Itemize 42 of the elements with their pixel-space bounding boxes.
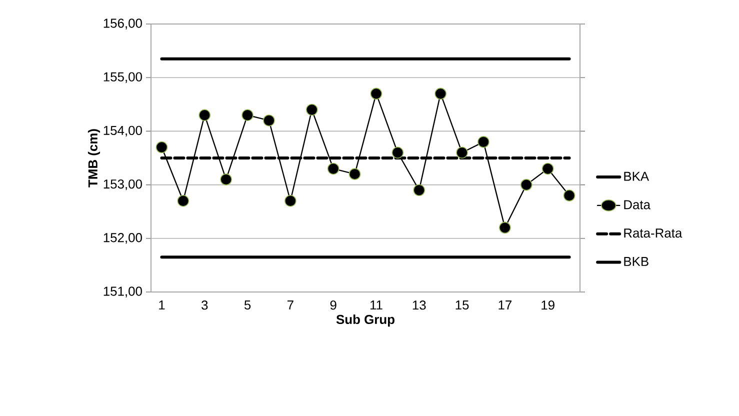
- x-tick-label: 17: [498, 300, 512, 310]
- point: [520, 178, 532, 191]
- legend-label: BKB: [624, 257, 648, 266]
- x-tick-label: 19: [542, 300, 554, 310]
- x-tick-label: 13: [412, 300, 426, 310]
- point: [177, 194, 190, 207]
- x-tick-label: 15: [456, 300, 469, 310]
- point: [242, 109, 254, 122]
- x-axis-title: Sub Grup: [336, 314, 394, 327]
- x-tick-label: 5: [244, 300, 251, 310]
- y-tick-label: 156,00: [104, 18, 142, 30]
- x-tick-label: 1: [159, 300, 165, 310]
- point: [456, 146, 468, 159]
- y-tick-label: 154,00: [104, 126, 142, 137]
- point: [156, 141, 168, 154]
- point: [198, 109, 211, 122]
- x-tick-label: 3: [202, 300, 208, 310]
- point: [284, 194, 296, 207]
- legend-label: BKA: [624, 172, 650, 181]
- x-tick-label: 7: [287, 300, 294, 310]
- point: [563, 190, 576, 202]
- point: [348, 168, 361, 180]
- point: [220, 174, 232, 186]
- y-tick-label: 153,00: [104, 179, 142, 190]
- x-tick-label: 11: [370, 300, 382, 310]
- point: [306, 104, 318, 116]
- point: [392, 146, 404, 159]
- point: [370, 88, 382, 100]
- y-tick-label: 151,00: [104, 286, 142, 298]
- legend-label: Rata-Rata: [624, 228, 682, 238]
- point: [478, 136, 490, 148]
- point: [434, 88, 446, 100]
- point: [327, 162, 340, 175]
- point: [413, 184, 426, 196]
- point: [499, 222, 511, 234]
- y-axis-title: TMB (cm): [88, 129, 100, 188]
- point: [263, 114, 275, 126]
- y-tick-label: 152,00: [104, 233, 142, 244]
- y-tick-label: 155,00: [104, 72, 142, 83]
- point: [542, 162, 554, 175]
- x-tick-label: 9: [330, 300, 336, 310]
- legend-label: Data: [624, 200, 651, 210]
